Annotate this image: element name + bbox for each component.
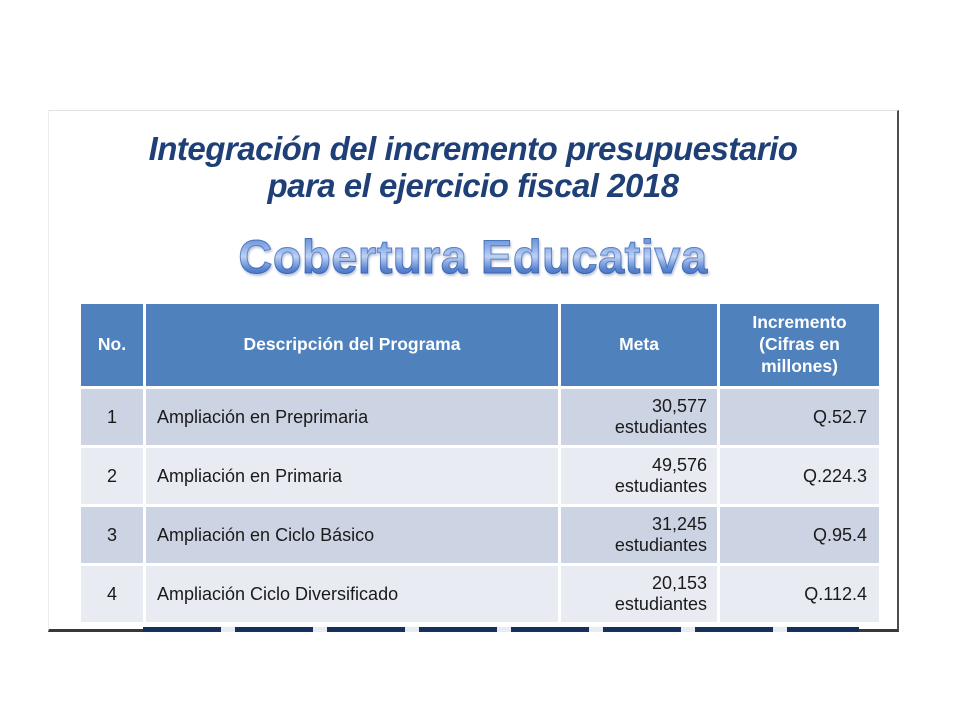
slide-subtitle-wordart: Cobertura Educativa (49, 229, 897, 284)
increment-cell: Q.52.7 (720, 389, 879, 445)
program-description-cell: Ampliación en Preprimaria (146, 389, 558, 445)
slide-canvas: Integración del incremento presupuestari… (48, 110, 899, 632)
slide-title: Integración del incremento presupuestari… (49, 130, 897, 205)
meta-value: 31,245 (651, 513, 707, 534)
header-cell-increment: Incremento (Cifras en millones) (720, 304, 879, 386)
meta-cell: 49,576 estudiantes (561, 448, 717, 504)
increment-cell: Q.95.4 (720, 507, 879, 563)
header-cell-no: No. (81, 304, 143, 386)
program-description-cell: Ampliación Ciclo Diversificado (146, 566, 558, 622)
clipped-next-row-strip (143, 627, 859, 632)
header-cell-meta: Meta (561, 304, 717, 386)
row-number-cell: 3 (81, 507, 143, 563)
title-line-1: Integración del incremento presupuestari… (148, 130, 798, 167)
meta-cell: 31,245 estudiantes (561, 507, 717, 563)
meta-unit: estudiantes (614, 535, 707, 555)
meta-cell: 20,153 estudiantes (561, 566, 717, 622)
meta-unit: estudiantes (614, 594, 707, 614)
increment-cell: Q.224.3 (720, 448, 879, 504)
increment-cell: Q.112.4 (720, 566, 879, 622)
program-description-cell: Ampliación en Ciclo Básico (146, 507, 558, 563)
budget-table: No. Descripción del Programa Meta Increm… (81, 304, 879, 632)
row-number-cell: 2 (81, 448, 143, 504)
row-number-cell: 4 (81, 566, 143, 622)
meta-value: 30,577 (651, 395, 707, 416)
meta-unit: estudiantes (614, 417, 707, 437)
meta-value: 20,153 (651, 572, 707, 593)
header-cell-description: Descripción del Programa (146, 304, 558, 386)
meta-value: 49,576 (651, 454, 707, 475)
program-description-cell: Ampliación en Primaria (146, 448, 558, 504)
meta-cell: 30,577 estudiantes (561, 389, 717, 445)
row-number-cell: 1 (81, 389, 143, 445)
meta-unit: estudiantes (614, 476, 707, 496)
title-line-2: para el ejercicio fiscal 2018 (267, 166, 679, 204)
